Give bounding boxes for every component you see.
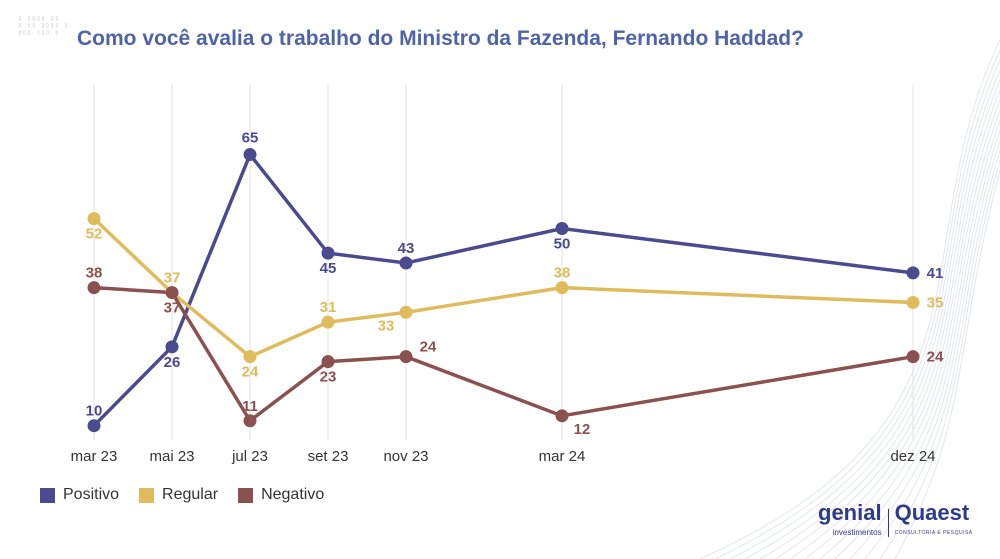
data-point-negativo: [906, 350, 920, 364]
data-point-positivo: [555, 222, 569, 235]
logos: genial investimentos Quaest CONSULTORIA E …: [818, 500, 973, 543]
data-point-negativo: [321, 355, 335, 369]
legend-item-negativo: Negativo: [238, 486, 324, 504]
data-label-positivo: 65: [242, 130, 259, 147]
data-label-negativo: 12: [574, 421, 591, 438]
data-label-negativo: 11: [242, 398, 258, 415]
x-tick-label: mai 23: [149, 448, 194, 465]
x-tick-label: dez 24: [890, 448, 935, 465]
data-label-positivo: 41: [927, 265, 944, 282]
x-tick-label: mar 24: [539, 448, 586, 465]
data-point-negativo: [87, 281, 101, 295]
data-point-positivo: [906, 266, 920, 280]
x-tick-label: jul 23: [231, 448, 268, 465]
data-label-regular: 37: [164, 270, 181, 287]
legend: Positivo Regular Negativo: [40, 486, 324, 504]
data-label-positivo: 26: [164, 354, 181, 371]
legend-item-regular: Regular: [139, 486, 218, 504]
data-label-regular: 35: [927, 294, 944, 311]
quaest-logo: Quaest CONSULTORIA E PESQUISA: [894, 500, 973, 537]
x-tick-label: nov 23: [383, 448, 428, 465]
data-point-regular: [87, 212, 101, 226]
decor-line: [744, 69, 1000, 559]
data-label-positivo: 43: [398, 240, 415, 257]
decor-line: [834, 129, 1000, 559]
data-label-negativo: 24: [420, 339, 437, 356]
legend-swatch: [238, 487, 254, 503]
data-label-regular: 33: [378, 317, 395, 334]
decor-line: [879, 159, 1000, 559]
data-label-regular: 38: [554, 265, 571, 282]
data-point-regular: [906, 295, 920, 309]
decor-line: [774, 89, 1000, 559]
decor-line: [894, 169, 1000, 559]
series-line-negativo: [93, 285, 914, 424]
logo-divider: [887, 509, 889, 537]
decorative-pattern: ▯ ▯▯▯▯ ▯▯ ▯ ▯▯ ▯▯▯▯ ▯ ▯▯▯ ▯▯▯ ▯: [18, 15, 69, 36]
data-point-regular: [321, 315, 335, 329]
data-point-positivo: [243, 148, 257, 162]
legend-swatch: [40, 487, 55, 503]
data-label-negativo: 23: [320, 369, 337, 386]
data-label-regular: 31: [320, 299, 337, 316]
legend-label: Positivo: [63, 486, 120, 503]
legend-label: Negativo: [261, 486, 325, 503]
data-label-positivo: 45: [320, 260, 337, 277]
data-point-negativo: [555, 409, 569, 423]
data-label-negativo: 24: [927, 349, 944, 366]
decor-line: [714, 49, 1000, 559]
data-point-negativo: [399, 350, 413, 364]
data-label-regular: 52: [86, 226, 103, 243]
data-point-positivo: [321, 246, 335, 260]
chart-title: Como você avalia o trabalho do Ministro …: [77, 27, 804, 50]
data-point-positivo: [87, 419, 101, 433]
data-label-positivo: 10: [86, 403, 103, 420]
x-tick-label: mar 23: [71, 448, 118, 465]
data-point-positivo: [165, 340, 179, 354]
legend-item-positivo: Positivo: [40, 486, 119, 504]
series-line-positivo: [92, 151, 914, 427]
data-label-negativo: 37: [164, 300, 181, 317]
decor-line: [729, 59, 1000, 559]
legend-label: Regular: [162, 486, 219, 503]
decor-line: [819, 119, 1000, 559]
data-point-positivo: [399, 256, 413, 270]
data-label-regular: 24: [242, 364, 259, 381]
legend-swatch: [139, 487, 155, 503]
decor-line: [699, 39, 1000, 559]
data-point-negativo: [243, 414, 257, 428]
genial-logo: genial investimentos: [818, 500, 882, 538]
x-tick-label: set 23: [308, 448, 349, 465]
decor-line: [804, 109, 1000, 559]
data-point-regular: [555, 281, 569, 295]
data-point-regular: [399, 305, 413, 319]
data-label-negativo: 38: [86, 265, 103, 282]
decor-line: [789, 99, 1000, 559]
decor-line: [759, 79, 1000, 559]
data-label-positivo: 50: [554, 236, 571, 253]
data-point-regular: [243, 350, 257, 364]
decor-line: [849, 139, 1000, 559]
data-point-negativo: [165, 286, 179, 300]
decor-line: [864, 149, 1000, 559]
